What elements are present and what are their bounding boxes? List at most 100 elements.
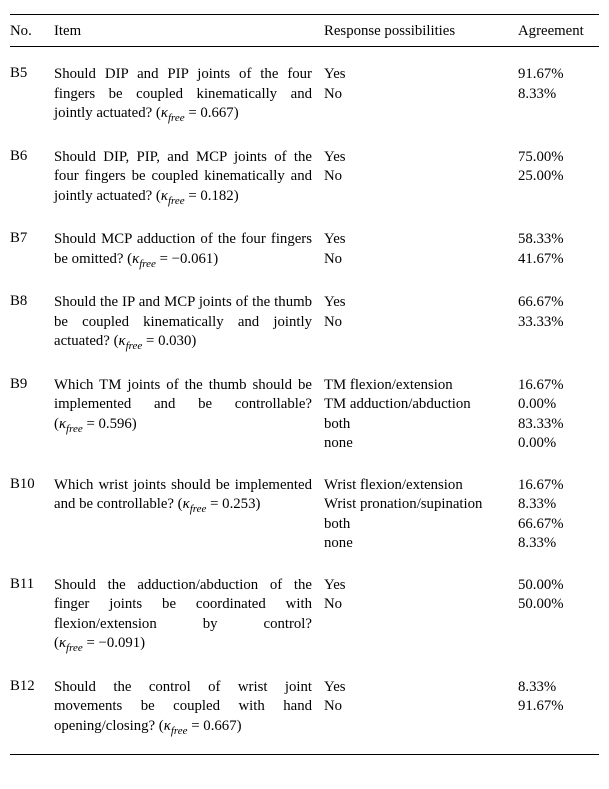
kappa-value: 0.667: [203, 718, 236, 734]
response-list: Yes91.67%No8.33%: [324, 65, 604, 126]
table-container: No. Item Response possibilities Agreemen…: [0, 0, 609, 769]
table-header-row: No. Item Response possibilities Agreemen…: [10, 21, 599, 46]
agreement-value: 25.00%: [518, 167, 604, 187]
row-no: B10: [10, 476, 54, 554]
response-item: No8.33%: [324, 85, 604, 105]
agreement-value: 58.33%: [518, 230, 604, 250]
response-label: Yes: [324, 65, 518, 85]
kappa-free: (κfree = 0.030): [114, 333, 197, 349]
agreement-value: 41.67%: [518, 250, 604, 270]
agreement-value: 50.00%: [518, 595, 604, 615]
response-item: No41.67%: [324, 250, 604, 270]
response-item: Yes50.00%: [324, 576, 604, 596]
response-label: Yes: [324, 678, 518, 698]
response-label: Yes: [324, 293, 518, 313]
response-label: No: [324, 85, 518, 105]
kappa-free: (κfree = 0.182): [156, 188, 239, 204]
kappa-free: (κfree = −0.091): [54, 635, 145, 651]
row-item: Should DIP and PIP joints of the four fi…: [54, 65, 324, 126]
table-row: B6Should DIP, PIP, and MCP joints of the…: [10, 138, 599, 221]
item-question: Should the adduction/abduction of the fi…: [54, 577, 312, 632]
response-list: Yes75.00%No25.00%: [324, 148, 604, 209]
agreement-value: 8.33%: [518, 678, 604, 698]
response-item: none0.00%: [324, 434, 604, 454]
response-item: No50.00%: [324, 595, 604, 615]
kappa-free: (κfree = 0.253): [178, 496, 261, 512]
response-item: Wrist flexion/extension16.67%: [324, 476, 604, 496]
response-label: both: [324, 515, 518, 535]
response-list: Yes58.33%No41.67%: [324, 230, 604, 271]
row-item: Should the IP and MCP joints of the thum…: [54, 293, 324, 354]
response-item: Yes8.33%: [324, 678, 604, 698]
response-item: both83.33%: [324, 415, 604, 435]
agreement-value: 75.00%: [518, 148, 604, 168]
header-response: Response possibilities: [324, 23, 518, 40]
agreement-value: 0.00%: [518, 434, 604, 454]
row-item: Should the adduction/abduction of the fi…: [54, 576, 324, 656]
response-label: No: [324, 313, 518, 333]
table-row: B10Which wrist joints should be implemen…: [10, 466, 599, 566]
response-item: No33.33%: [324, 313, 604, 333]
row-item: Which wrist joints should be implemented…: [54, 476, 324, 554]
row-item: Should the control of wrist joint moveme…: [54, 678, 324, 739]
response-item: both66.67%: [324, 515, 604, 535]
response-label: Wrist flexion/extension: [324, 476, 518, 496]
agreement-value: 83.33%: [518, 415, 604, 435]
row-no: B12: [10, 678, 54, 739]
response-item: Yes75.00%: [324, 148, 604, 168]
kappa-value: 0.667: [200, 105, 233, 121]
agreement-value: 66.67%: [518, 515, 604, 535]
kappa-value: 0.182: [200, 188, 233, 204]
top-rule: [10, 14, 599, 15]
table-row: B7Should MCP adduction of the four finge…: [10, 220, 599, 283]
agreement-value: 91.67%: [518, 697, 604, 717]
response-label: Wrist pronation/supination: [324, 495, 518, 515]
table-row: B9Which TM joints of the thumb should be…: [10, 366, 599, 466]
agreement-value: 8.33%: [518, 495, 604, 515]
response-list: Yes66.67%No33.33%: [324, 293, 604, 354]
kappa-value: −0.061: [172, 251, 214, 267]
response-label: No: [324, 250, 518, 270]
row-no: B7: [10, 230, 54, 271]
table-row: B11Should the adduction/abduction of the…: [10, 566, 599, 668]
row-no: B6: [10, 148, 54, 209]
kappa-value: 0.596: [99, 416, 132, 432]
response-label: TM flexion/extension: [324, 376, 518, 396]
agreement-value: 16.67%: [518, 376, 604, 396]
response-list: Yes8.33%No91.67%: [324, 678, 604, 739]
response-item: Yes58.33%: [324, 230, 604, 250]
response-item: TM flexion/extension16.67%: [324, 376, 604, 396]
response-item: Yes91.67%: [324, 65, 604, 85]
agreement-value: 66.67%: [518, 293, 604, 313]
response-item: No25.00%: [324, 167, 604, 187]
kappa-free: (κfree = 0.667): [156, 105, 239, 121]
response-label: Yes: [324, 230, 518, 250]
table-row: B8Should the IP and MCP joints of the th…: [10, 283, 599, 366]
response-label: No: [324, 167, 518, 187]
kappa-free: (κfree = −0.061): [127, 251, 218, 267]
agreement-value: 33.33%: [518, 313, 604, 333]
response-list: Wrist flexion/extension16.67%Wrist prona…: [324, 476, 604, 554]
row-item: Should DIP, PIP, and MCP joints of the f…: [54, 148, 324, 209]
row-no: B5: [10, 65, 54, 126]
agreement-value: 16.67%: [518, 476, 604, 496]
response-label: No: [324, 595, 518, 615]
response-item: none8.33%: [324, 534, 604, 554]
row-no: B8: [10, 293, 54, 354]
row-no: B9: [10, 376, 54, 454]
table-row: B12Should the control of wrist joint mov…: [10, 668, 599, 751]
response-label: Yes: [324, 576, 518, 596]
response-item: No91.67%: [324, 697, 604, 717]
agreement-value: 8.33%: [518, 534, 604, 554]
kappa-free: (κfree = 0.667): [159, 718, 242, 734]
response-label: No: [324, 697, 518, 717]
kappa-value: −0.091: [99, 635, 141, 651]
response-item: Yes66.67%: [324, 293, 604, 313]
header-agreement: Agreement: [518, 23, 604, 40]
response-label: none: [324, 534, 518, 554]
kappa-free: (κfree = 0.596): [54, 416, 137, 432]
response-item: Wrist pronation/supination8.33%: [324, 495, 604, 515]
mid-rule: [10, 46, 599, 47]
response-item: TM adduction/abduction0.00%: [324, 395, 604, 415]
row-no: B11: [10, 576, 54, 656]
